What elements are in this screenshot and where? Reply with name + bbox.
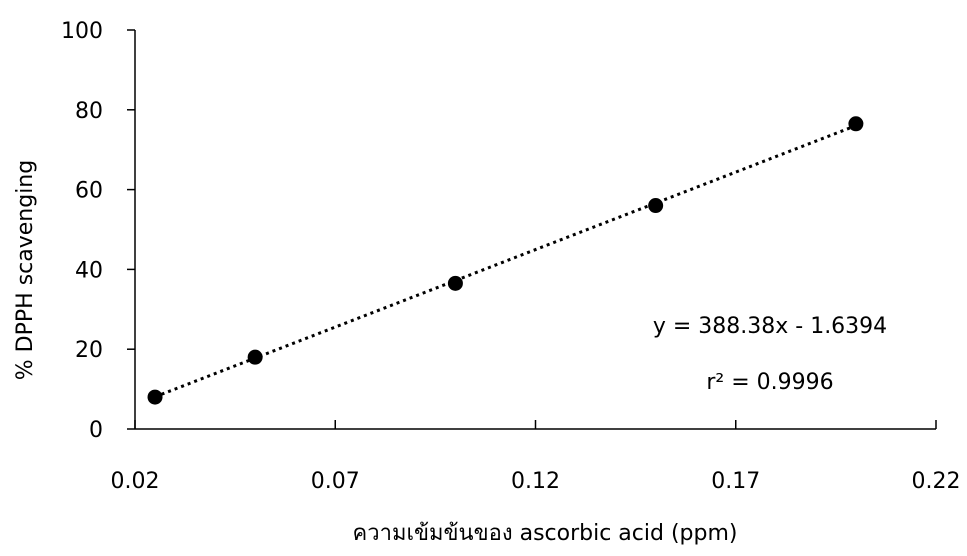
equation-annotation: y = 388.38x - 1.6394 (653, 314, 887, 339)
x-tick-label: 0.12 (511, 469, 560, 494)
data-points (147, 116, 864, 405)
y-tick-label: 20 (75, 338, 103, 363)
data-point (147, 389, 163, 405)
y-axis-ticks: 0 20 40 60 80 100 (61, 19, 135, 443)
y-tick-label: 80 (75, 99, 103, 124)
data-point (247, 349, 263, 365)
data-point (447, 275, 463, 291)
y-axis-title: % DPPH scavenging (13, 160, 38, 380)
y-tick-label: 60 (75, 179, 103, 204)
x-tick-label: 0.17 (711, 469, 760, 494)
y-tick-label: 0 (89, 418, 103, 443)
x-axis-ticks: 0.02 0.07 0.12 0.17 0.22 (111, 420, 961, 494)
r-squared-annotation: r² = 0.9996 (706, 370, 833, 395)
x-tick-label: 0.07 (311, 469, 360, 494)
y-tick-label: 40 (75, 258, 103, 283)
y-tick-label: 100 (61, 19, 103, 44)
x-tick-label: 0.22 (912, 469, 961, 494)
plot-area: 0 20 40 60 80 100 0.02 0.07 0.12 0.17 0.22 (61, 19, 960, 494)
data-point (848, 116, 864, 132)
data-point (648, 198, 664, 214)
x-tick-label: 0.02 (111, 469, 160, 494)
x-axis-title: ความเข้มข้นของ ascorbic acid (ppm) (353, 521, 738, 546)
